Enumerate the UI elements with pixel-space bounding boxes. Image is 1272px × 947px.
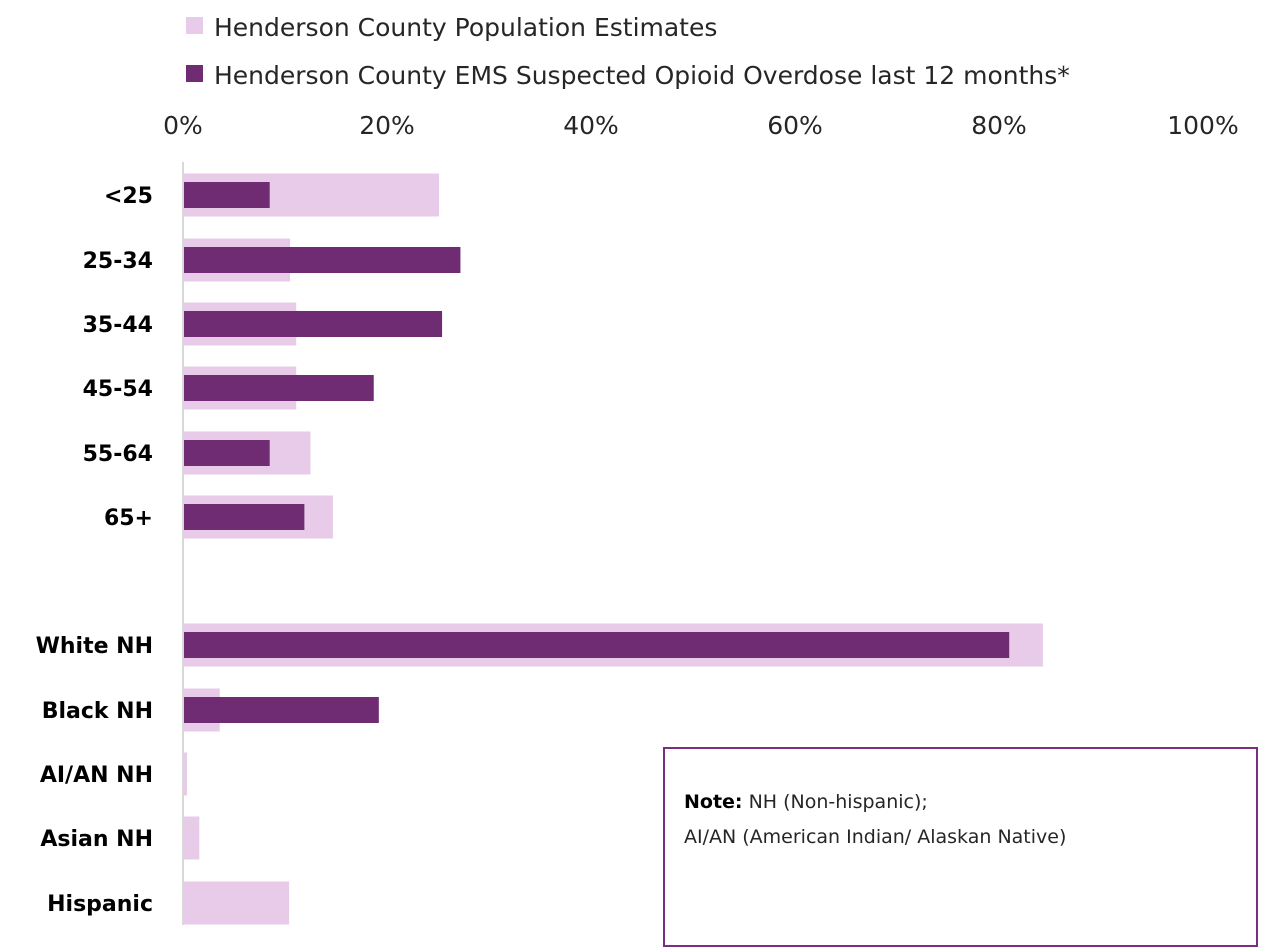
category-label: White NH (36, 634, 153, 659)
category-labels: <25 25-34 35-44 45-54 55-64 65+ White NH Black … (36, 184, 153, 917)
legend-swatch-population (186, 17, 203, 34)
x-tick-label: 100% (1167, 111, 1238, 140)
population-bar (184, 752, 188, 796)
overdose-bars (184, 182, 1010, 723)
note-box: Note: NH (Non-hispanic); AI/AN (American… (663, 747, 1258, 947)
bar-chart: Henderson County Population Estimates He… (36, 13, 1239, 925)
x-tick-label: 40% (563, 111, 619, 140)
x-tick-label: 80% (971, 111, 1027, 140)
population-bar (184, 816, 200, 860)
note-text-2: AI/AN (American Indian/ Alaskan Native) (684, 826, 1067, 848)
overdose-bar (184, 311, 443, 337)
category-label: 45-54 (83, 377, 153, 402)
overdose-bar (184, 504, 305, 530)
note-text-1: NH (Non-hispanic); (748, 791, 928, 813)
overdose-bar (184, 182, 270, 208)
overdose-bar (184, 440, 270, 466)
population-bar (184, 881, 290, 925)
category-label: Black NH (42, 699, 153, 724)
category-label: 65+ (104, 506, 153, 531)
x-tick-label: 0% (163, 111, 203, 140)
category-label: AI/AN NH (40, 763, 153, 788)
category-label: Hispanic (47, 892, 153, 917)
legend-swatch-overdose (186, 65, 203, 82)
legend-label-population: Henderson County Population Estimates (214, 13, 717, 42)
note-line-1: Note: NH (Non-hispanic); (684, 791, 928, 813)
overdose-bar (184, 247, 461, 273)
legend: Henderson County Population Estimates He… (186, 13, 1070, 90)
note-line-2: AI/AN (American Indian/ Alaskan Native) (684, 826, 1066, 848)
category-label: 25-34 (83, 249, 153, 274)
category-label: 35-44 (83, 313, 153, 338)
category-label: <25 (104, 184, 153, 209)
note-label: Note: (684, 791, 743, 813)
overdose-bar (184, 697, 379, 723)
x-tick-label: 20% (359, 111, 415, 140)
legend-label-overdose: Henderson County EMS Suspected Opioid Ov… (214, 61, 1070, 90)
overdose-bar (184, 632, 1010, 658)
overdose-bar (184, 375, 374, 401)
x-tick-label: 60% (767, 111, 823, 140)
category-label: Asian NH (40, 827, 153, 852)
category-label: 55-64 (83, 442, 153, 467)
x-axis-tick-labels: 0% 20% 40% 60% 80% 100% (163, 111, 1239, 140)
